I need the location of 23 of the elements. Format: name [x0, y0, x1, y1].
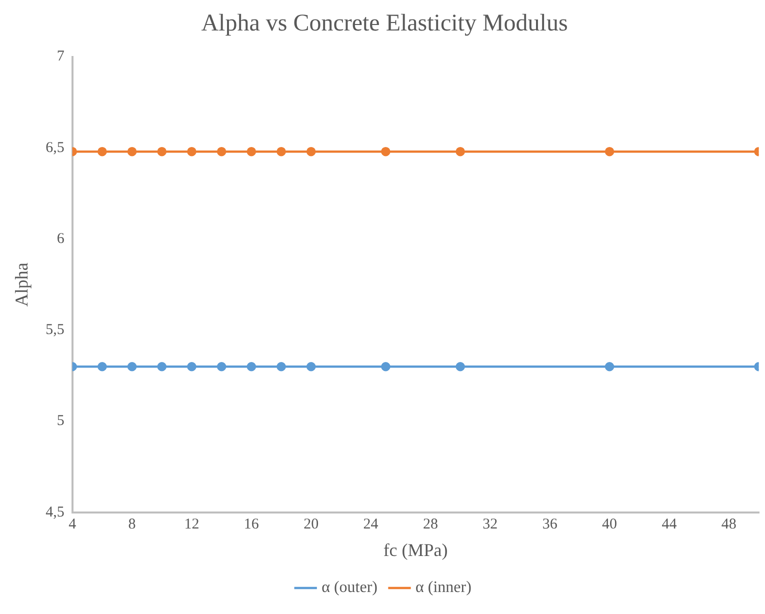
legend-label: α (outer)	[322, 579, 378, 596]
y-tick-label: 7	[56, 48, 65, 65]
x-tick-label: 4	[68, 516, 77, 532]
y-tick-label: 4,5	[46, 504, 64, 520]
x-tick-label: 24	[363, 516, 379, 532]
x-tick-label: 32	[482, 516, 498, 532]
chart-title: Alpha vs Concrete Elasticity Modulus	[201, 10, 568, 37]
x-tick-label: 8	[128, 516, 136, 532]
x-tick-label: 12	[184, 516, 200, 532]
y-tick-label: 6,5	[46, 140, 64, 156]
legend-label: α (inner)	[416, 579, 472, 596]
x-tick-label: 16	[244, 516, 260, 532]
y-tick-label: 5,5	[46, 322, 64, 338]
x-tick-label: 20	[304, 516, 319, 532]
y-tick-label: 6	[56, 230, 65, 247]
x-tick-label: 48	[721, 516, 736, 532]
y-tick-label: 5	[56, 413, 64, 430]
x-tick-label: 40	[602, 516, 618, 532]
x-tick-label: 44	[662, 516, 678, 532]
x-tick-label: 28	[422, 516, 438, 532]
x-tick-label: 36	[542, 516, 558, 532]
y-axis-title: Alpha	[12, 262, 32, 307]
x-axis-title: fc (MPa)	[383, 540, 448, 560]
